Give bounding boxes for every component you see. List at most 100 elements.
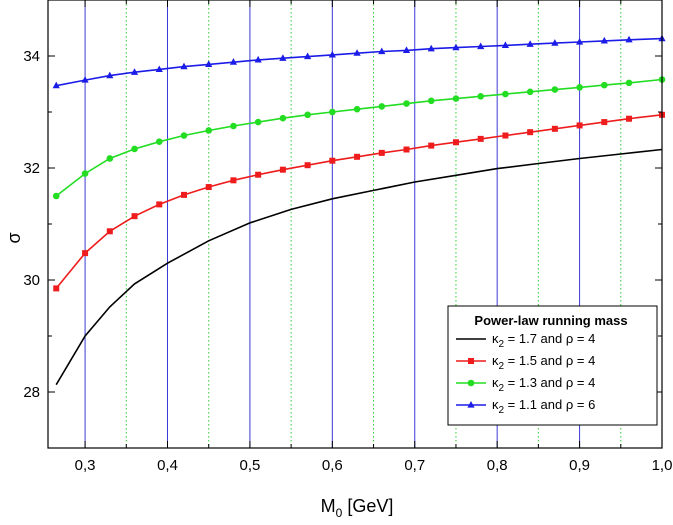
data-point-triangle bbox=[106, 71, 114, 79]
data-point-square bbox=[230, 177, 237, 184]
legend-rest: = 1.5 and ρ = 4 bbox=[504, 353, 595, 368]
data-point-square bbox=[452, 139, 459, 146]
data-point-triangle bbox=[205, 60, 213, 67]
legend-rest: = 1.3 and ρ = 4 bbox=[504, 375, 595, 390]
data-point-square bbox=[551, 125, 558, 132]
data-point-circle bbox=[625, 79, 633, 87]
data-point-triangle bbox=[279, 54, 287, 61]
data-point-circle bbox=[180, 132, 188, 139]
data-point-circle bbox=[304, 111, 311, 119]
data-point-square bbox=[53, 285, 60, 292]
data-point-triangle bbox=[304, 52, 312, 60]
series-3 bbox=[52, 76, 666, 200]
data-point-circle bbox=[452, 95, 460, 102]
data-point-circle bbox=[205, 127, 213, 134]
data-point-square bbox=[403, 146, 410, 153]
x-tick-label: 0,3 bbox=[75, 457, 96, 474]
x-tick-label: 1,0 bbox=[652, 457, 673, 474]
data-point-triangle bbox=[378, 47, 386, 55]
legend-entry: κ2 = 1.1 and ρ = 6 bbox=[456, 397, 595, 416]
data-point-triangle bbox=[81, 76, 89, 83]
series-2 bbox=[53, 111, 665, 292]
data-point-triangle bbox=[427, 44, 435, 52]
data-point-triangle bbox=[600, 36, 608, 44]
series-layer bbox=[52, 34, 666, 386]
data-point-circle bbox=[427, 97, 435, 105]
data-point-circle bbox=[52, 192, 60, 200]
data-point-square bbox=[131, 213, 138, 220]
data-point-circle bbox=[502, 90, 509, 98]
x-tick-label: 0,5 bbox=[239, 457, 260, 474]
data-point-triangle bbox=[526, 40, 534, 47]
data-point-triangle bbox=[52, 81, 60, 89]
data-point-square bbox=[156, 201, 163, 208]
legend-kappa: κ bbox=[492, 375, 499, 390]
data-point-square bbox=[468, 358, 474, 364]
data-point-square bbox=[477, 135, 484, 142]
legend-kappa: κ bbox=[492, 331, 499, 346]
x-tick-label: 0,7 bbox=[404, 457, 425, 474]
legend: Power-law running mass κ2 = 1.7 and ρ = … bbox=[447, 305, 658, 426]
data-point-circle bbox=[403, 100, 410, 107]
data-point-triangle bbox=[180, 62, 188, 70]
legend-kappa: κ bbox=[492, 353, 499, 368]
y-tick-label: 28 bbox=[23, 384, 40, 401]
data-point-square bbox=[502, 132, 509, 139]
legend-label: κ2 = 1.5 and ρ = 4 bbox=[492, 353, 595, 372]
data-point-triangle bbox=[353, 49, 361, 56]
legend-kappa-sub: 2 bbox=[499, 339, 505, 350]
legend-kappa-sub: 2 bbox=[499, 361, 505, 372]
data-point-triangle bbox=[130, 68, 139, 75]
data-point-triangle bbox=[477, 42, 485, 50]
data-point-square bbox=[354, 153, 361, 160]
legend-label: κ2 = 1.1 and ρ = 6 bbox=[492, 397, 595, 416]
legend-entry: κ2 = 1.7 and ρ = 4 bbox=[456, 331, 595, 350]
data-point-triangle bbox=[155, 65, 163, 73]
x-tick-label: 0,8 bbox=[487, 457, 508, 474]
data-point-square bbox=[205, 184, 212, 191]
legend-entries: κ2 = 1.7 and ρ = 4κ2 = 1.5 and ρ = 4κ2 =… bbox=[456, 331, 595, 416]
data-point-triangle bbox=[229, 58, 238, 65]
data-point-circle bbox=[467, 379, 475, 387]
data-point-circle bbox=[155, 138, 163, 145]
data-point-triangle bbox=[501, 41, 510, 48]
data-point-circle bbox=[106, 155, 114, 162]
x-axis-label-unit: [GeV] bbox=[342, 496, 393, 516]
y-tick-label: 32 bbox=[23, 160, 40, 177]
legend-kappa-sub: 2 bbox=[499, 383, 505, 394]
data-point-square bbox=[601, 119, 608, 126]
data-point-circle bbox=[477, 93, 484, 100]
data-point-triangle bbox=[254, 55, 262, 63]
data-point-circle bbox=[353, 105, 361, 113]
series-1 bbox=[55, 148, 663, 386]
data-point-triangle bbox=[625, 35, 633, 43]
data-point-square bbox=[255, 171, 262, 178]
legend-kappa-sub: 2 bbox=[499, 405, 505, 416]
legend-rest: = 1.1 and ρ = 6 bbox=[504, 397, 595, 412]
data-point-circle bbox=[551, 86, 559, 93]
data-point-circle bbox=[526, 88, 534, 96]
legend-entry: κ2 = 1.3 and ρ = 4 bbox=[456, 375, 595, 394]
data-point-triangle bbox=[402, 46, 411, 53]
data-point-circle bbox=[378, 103, 386, 110]
data-point-square bbox=[304, 162, 311, 169]
data-point-circle bbox=[576, 84, 583, 91]
y-tick-label: 34 bbox=[23, 48, 40, 65]
data-point-triangle bbox=[467, 401, 475, 408]
data-point-circle bbox=[279, 114, 287, 122]
data-point-triangle bbox=[551, 39, 559, 46]
data-point-square bbox=[626, 115, 633, 122]
legend-kappa: κ bbox=[492, 397, 499, 412]
data-point-square bbox=[527, 129, 534, 136]
data-point-square bbox=[82, 250, 89, 257]
x-axis-label-main: M bbox=[321, 496, 336, 516]
x-axis-label: M0 [GeV] bbox=[321, 496, 394, 520]
x-tick-label: 0,4 bbox=[157, 457, 178, 474]
data-point-square bbox=[428, 142, 435, 149]
data-point-square bbox=[279, 166, 286, 173]
data-point-triangle bbox=[575, 38, 584, 45]
legend-title: Power-law running mass bbox=[474, 313, 627, 328]
legend-entry: κ2 = 1.5 and ρ = 4 bbox=[456, 353, 595, 372]
data-point-circle bbox=[329, 108, 336, 116]
